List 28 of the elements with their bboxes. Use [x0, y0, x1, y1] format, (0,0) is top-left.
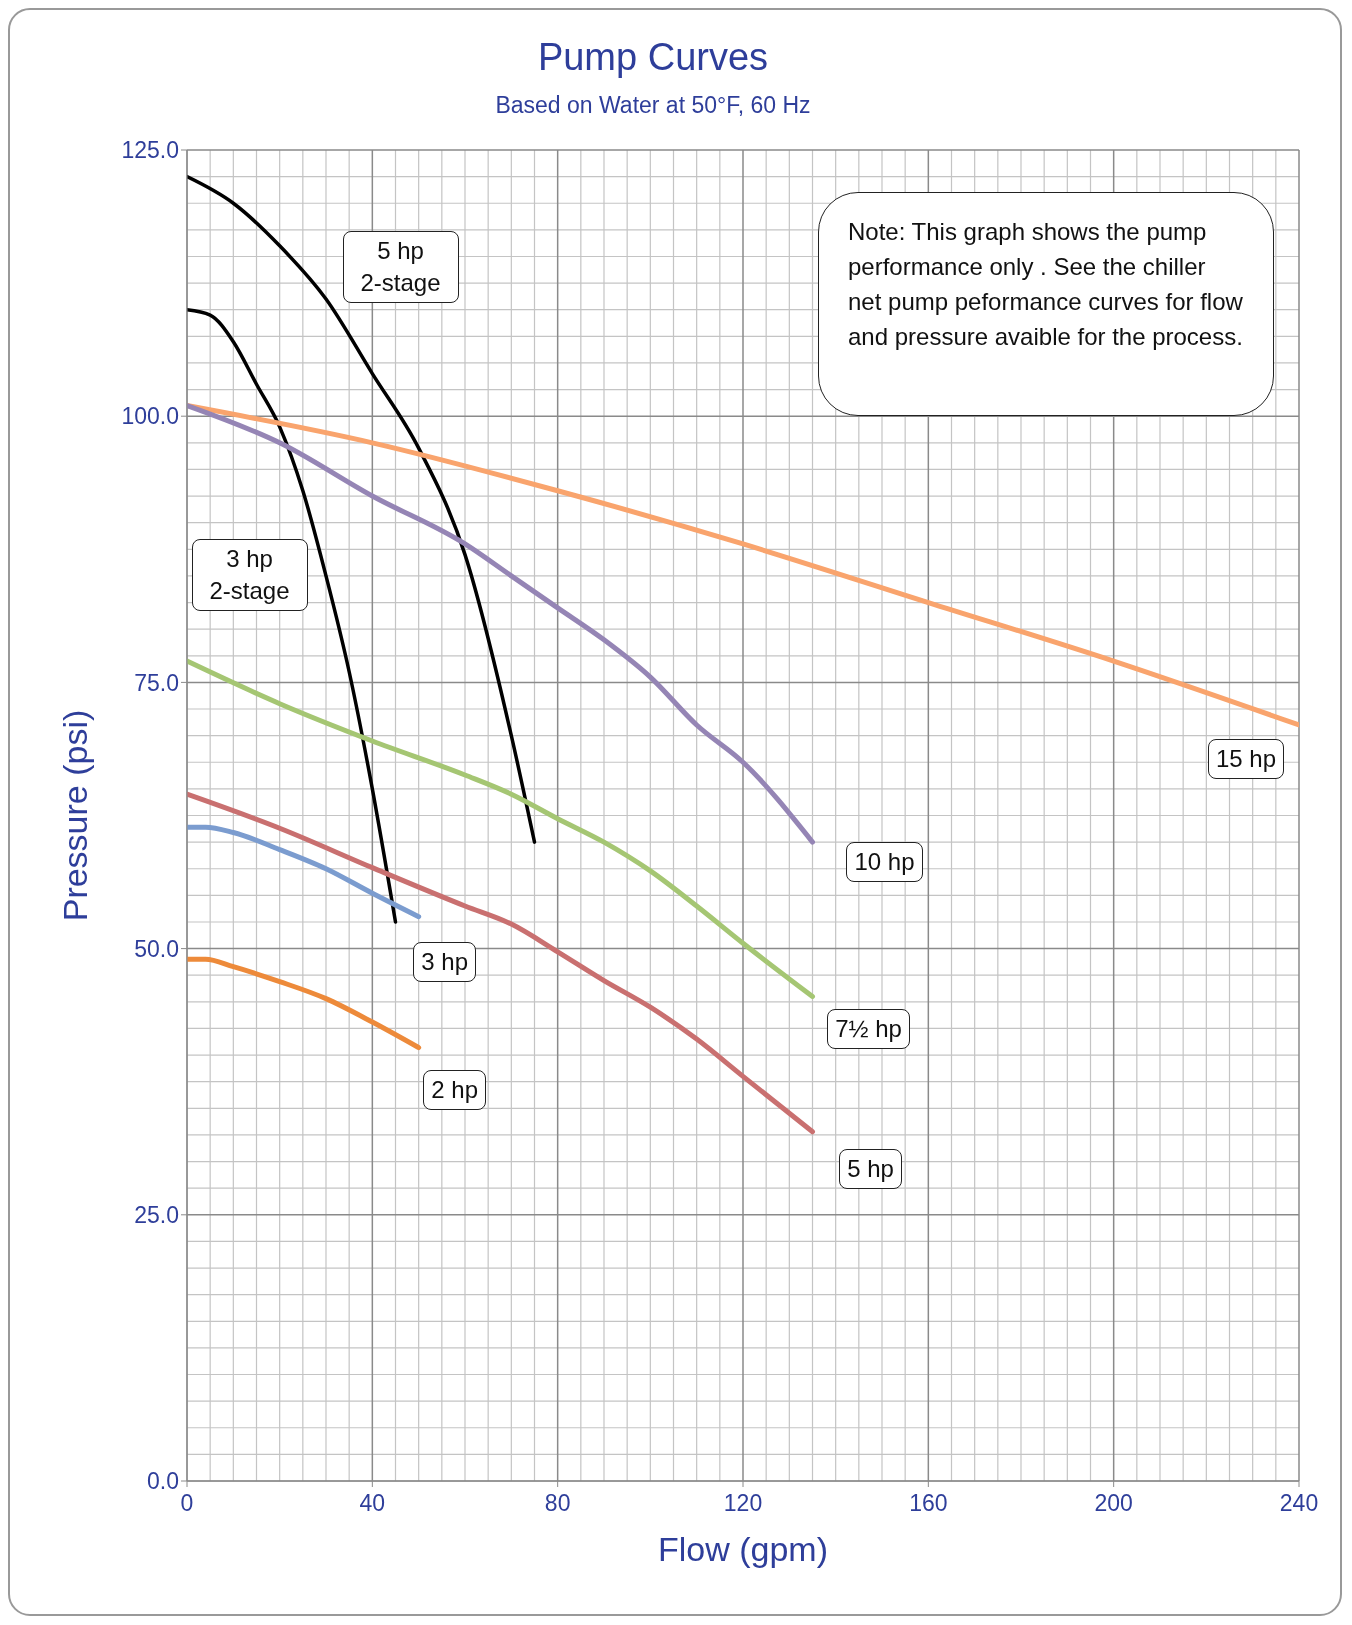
line-series — [187, 174, 537, 844]
series-label: 5 hp 2-stage — [360, 237, 441, 297]
y-tick-label: 25.0 — [134, 1201, 179, 1228]
y-tick-label: 50.0 — [134, 935, 179, 962]
series-label: 15 hp — [1215, 744, 1277, 772]
annotation: Note: This graph shows the pump performance only . See the chiller net pump peformance curves for flow and pressure avaible for the process. — [848, 217, 1244, 352]
series-label: 10 hp — [854, 848, 915, 876]
series-label: 7½ hp — [835, 1014, 902, 1042]
chart-subtitle: Based on Water at 50°F, 60 Hz — [494, 92, 812, 119]
x-tick-label: 160 — [909, 1490, 948, 1517]
series-label: 3 hp — [421, 947, 469, 975]
x-tick-label: 120 — [723, 1490, 763, 1517]
y-tick-label: 125.0 — [121, 137, 179, 164]
y-tick-label: 75.0 — [134, 669, 179, 696]
x-tick-label: 40 — [359, 1490, 386, 1517]
x-axis-title: Flow (gpm) — [657, 1530, 829, 1568]
y-tick-label: 100.0 — [121, 403, 179, 430]
series-label: 5 hp — [847, 1154, 894, 1182]
x-tick-label: 240 — [1279, 1490, 1319, 1517]
y-axis-title: Pressure (psi) — [56, 709, 95, 922]
x-tick-label: 200 — [1094, 1490, 1133, 1517]
y-tick-label: 0.0 — [147, 1468, 179, 1495]
chart-title: Pump Curves — [536, 36, 770, 79]
line-series — [187, 307, 398, 924]
x-tick-label: 80 — [544, 1490, 571, 1517]
x-tick-label: 0 — [180, 1490, 194, 1517]
series-label: 2 hp — [431, 1075, 479, 1103]
series-label: 3 hp 2-stage — [209, 544, 290, 604]
